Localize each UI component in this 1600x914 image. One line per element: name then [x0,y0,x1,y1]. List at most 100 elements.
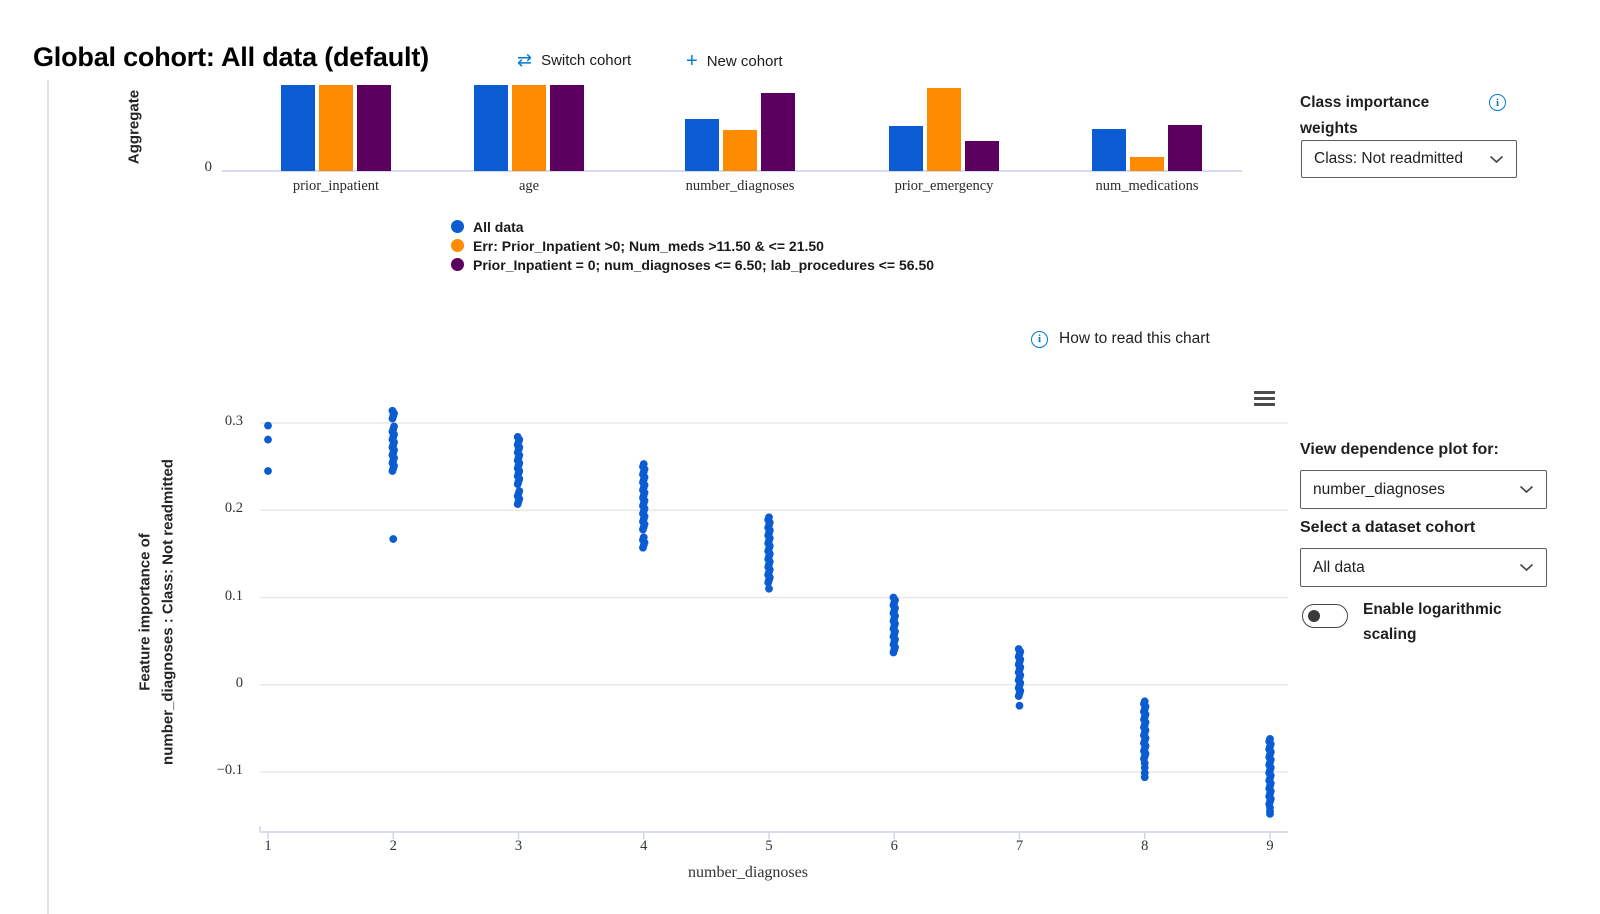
bar-chart-category-label: number_diagnoses [685,178,795,194]
bar-chart-category-label: prior_emergency [894,178,994,194]
log-scaling-row: Enable logarithmic scaling [1302,598,1541,648]
legend-label: Prior_Inpatient = 0; num_diagnoses <= 6.… [473,256,935,273]
scatter-y-axis-title-line1: Feature importance of [136,533,154,691]
scatter-point [513,433,522,441]
class-weights-selected: Class: Not readmitted [1314,150,1464,167]
bar-chart-y-axis-title: Aggregate [125,89,143,165]
scatter-y-tick: 0 [235,674,243,691]
scatter-point [765,584,773,593]
scatter-y-tick: −0.1 [216,762,243,778]
class-weights-dropdown[interactable]: Class: Not readmitted [1301,140,1517,178]
scatter-point [515,487,524,495]
scatter-point [390,422,398,431]
bar-chart-category-label: num_medications [1095,178,1199,194]
dependence-scatter-plot [259,406,1288,839]
how-to-read-chart-link[interactable]: i How to read this chart [1031,330,1210,348]
scatter-y-tick: 0.1 [224,587,243,604]
switch-cohort-label: Switch cohort [541,51,632,69]
scatter-x-tick: 3 [514,838,523,854]
chart-menu-icon[interactable] [1254,391,1275,409]
scatter-point [1015,701,1024,710]
importance-bar[interactable] [357,85,391,171]
scatter-x-tick: 9 [1266,838,1274,854]
legend-dot-icon [451,258,464,271]
how-to-read-label: How to read this chart [1059,330,1210,347]
scatter-point [264,435,272,444]
legend-label: Err: Prior_Inpatient >0; Num_meds >11.50… [473,237,824,254]
dependence-feature-selected: number_diagnoses [1313,480,1445,498]
bar-chart-category-label: age [518,178,540,194]
scatter-x-tick: 5 [765,838,773,854]
importance-bar[interactable] [1130,157,1164,171]
bar-chart-baseline [222,170,1242,172]
info-icon: i [1031,330,1048,348]
importance-bar[interactable] [965,141,999,171]
scatter-point [389,535,398,543]
legend-item[interactable]: Prior_Inpatient = 0; num_diagnoses <= 6.… [451,255,934,274]
scatter-y-axis-title-line2: number_diagnoses : Class: Not readmitted [159,459,176,765]
dataset-cohort-label: Select a dataset cohort [1300,519,1476,536]
plus-icon: + [686,50,698,72]
new-cohort-button[interactable]: + New cohort [686,51,783,71]
legend-item[interactable]: Err: Prior_Inpatient >0; Num_meds >11.50… [451,236,934,255]
legend-dot-icon [451,220,464,233]
scatter-point [1266,809,1274,818]
scatter-point [1140,773,1149,782]
legend-dot-icon [451,239,464,252]
scatter-point [1140,697,1149,706]
dataset-cohort-selected: All data [1313,558,1365,576]
importance-bar[interactable] [474,85,508,171]
info-icon[interactable]: i [1489,94,1506,111]
scatter-y-axis-title: Feature importance of number_diagnoses :… [135,459,180,765]
importance-bar[interactable] [281,85,315,171]
log-scaling-label: Enable logarithmic scaling [1363,601,1502,643]
importance-bar[interactable] [685,119,719,171]
bar-chart-zero-tick: 0 [204,159,213,175]
scatter-x-tick: 8 [1141,838,1149,854]
toggle-knob [1308,610,1320,622]
importance-bar[interactable] [761,93,795,171]
scatter-point [639,533,648,542]
page-title: Global cohort: All data (default) [33,42,429,72]
log-scaling-toggle[interactable] [1302,604,1348,628]
legend-item[interactable]: All data [451,217,934,236]
scatter-point [889,593,898,602]
bar-chart-category-label: prior_inpatient [292,178,380,194]
cohort-legend: All data Err: Prior_Inpatient >0; Num_med… [451,217,934,274]
dependence-feature-dropdown[interactable]: number_diagnoses [1300,470,1547,509]
dependence-plot-label: View dependence plot for: [1300,441,1499,458]
scatter-x-tick: 2 [389,838,397,854]
chevron-down-icon [1519,485,1534,494]
importance-bar[interactable] [927,88,961,171]
importance-bar[interactable] [1092,129,1126,171]
scatter-point [264,421,272,430]
importance-bar[interactable] [1168,125,1202,171]
scatter-x-axis-title: number_diagnoses [688,864,808,881]
dataset-cohort-dropdown[interactable]: All data [1300,548,1547,587]
importance-bar[interactable] [512,85,546,171]
scatter-x-tick: 6 [890,838,898,854]
chevron-down-icon [1489,155,1504,163]
legend-label: All data [473,218,524,235]
scatter-point [388,406,397,415]
scatter-point [1014,645,1023,653]
importance-bar[interactable] [889,126,923,171]
scatter-y-tick: 0.2 [224,500,243,517]
class-importance-weights-label: Class importance weights [1300,94,1430,137]
scatter-x-tick: 1 [264,838,272,854]
importance-bar[interactable] [550,85,584,171]
left-divider [47,80,49,914]
importance-bar[interactable] [319,85,353,171]
scatter-point [639,460,648,468]
importance-bar[interactable] [723,130,757,171]
scatter-point [1266,734,1274,743]
switch-cohort-button[interactable]: ⇄ Switch cohort [517,51,631,69]
scatter-x-tick: 4 [640,838,648,854]
switch-arrows-icon: ⇄ [517,50,533,70]
scatter-point [765,513,773,522]
new-cohort-label: New cohort [706,52,783,70]
chevron-down-icon [1519,563,1534,572]
scatter-y-tick: 0.3 [224,413,243,429]
scatter-x-tick: 7 [1015,838,1024,854]
